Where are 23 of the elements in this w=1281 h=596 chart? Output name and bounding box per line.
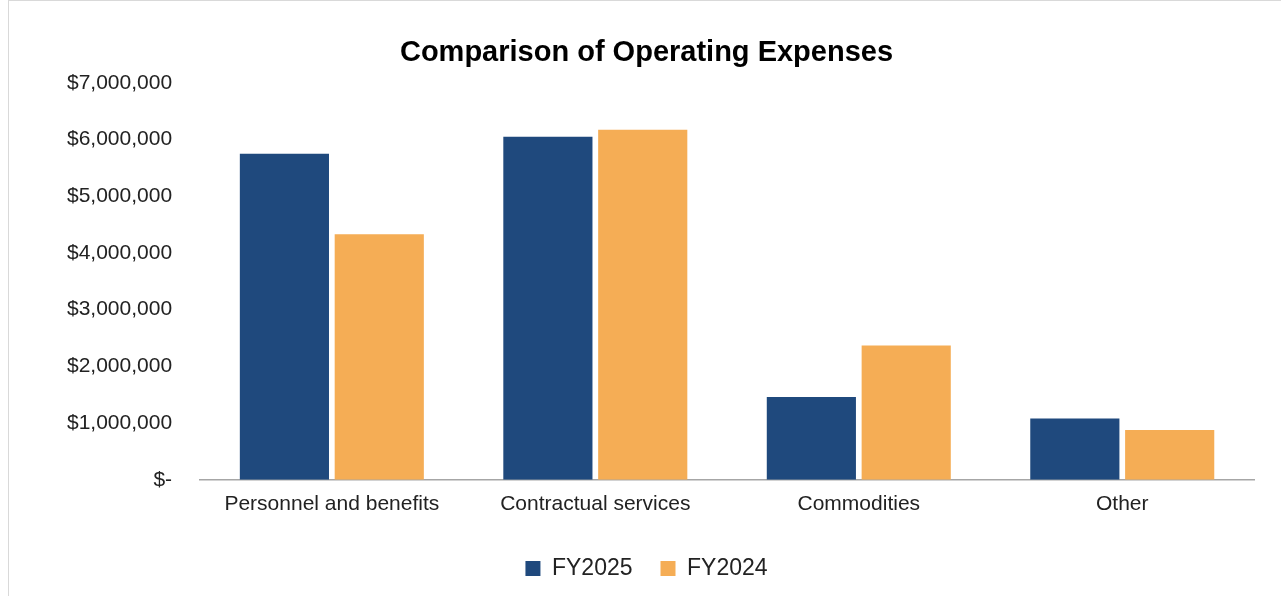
y-tick-label: $6,000,000 [66, 126, 173, 150]
y-tick-label: $5,000,000 [66, 183, 173, 207]
x-tick-label: Commodities [797, 491, 921, 515]
y-tick-label: $- [153, 466, 173, 490]
y-tick-label: $7,000,000 [66, 69, 173, 93]
bar [503, 136, 593, 480]
x-tick-label: Contractual services [500, 491, 691, 515]
bar [598, 129, 688, 480]
y-tick-label: $4,000,000 [66, 239, 173, 263]
bar [334, 234, 424, 480]
legend-label: FY2025 [551, 553, 633, 580]
bar [1030, 418, 1120, 480]
x-tick-label: Other [1096, 491, 1149, 515]
chart-title: Comparison of Operating Expenses [399, 35, 894, 68]
y-tick-label: $3,000,000 [66, 296, 173, 320]
bar [1125, 429, 1215, 480]
bar [766, 397, 856, 480]
legend-label: FY2024 [687, 553, 768, 580]
y-tick-label: $2,000,000 [66, 353, 173, 377]
bar [239, 153, 329, 480]
y-tick-label: $1,000,000 [66, 409, 173, 433]
x-tick-label: Personnel and benefits [224, 491, 440, 515]
bar [861, 345, 951, 480]
